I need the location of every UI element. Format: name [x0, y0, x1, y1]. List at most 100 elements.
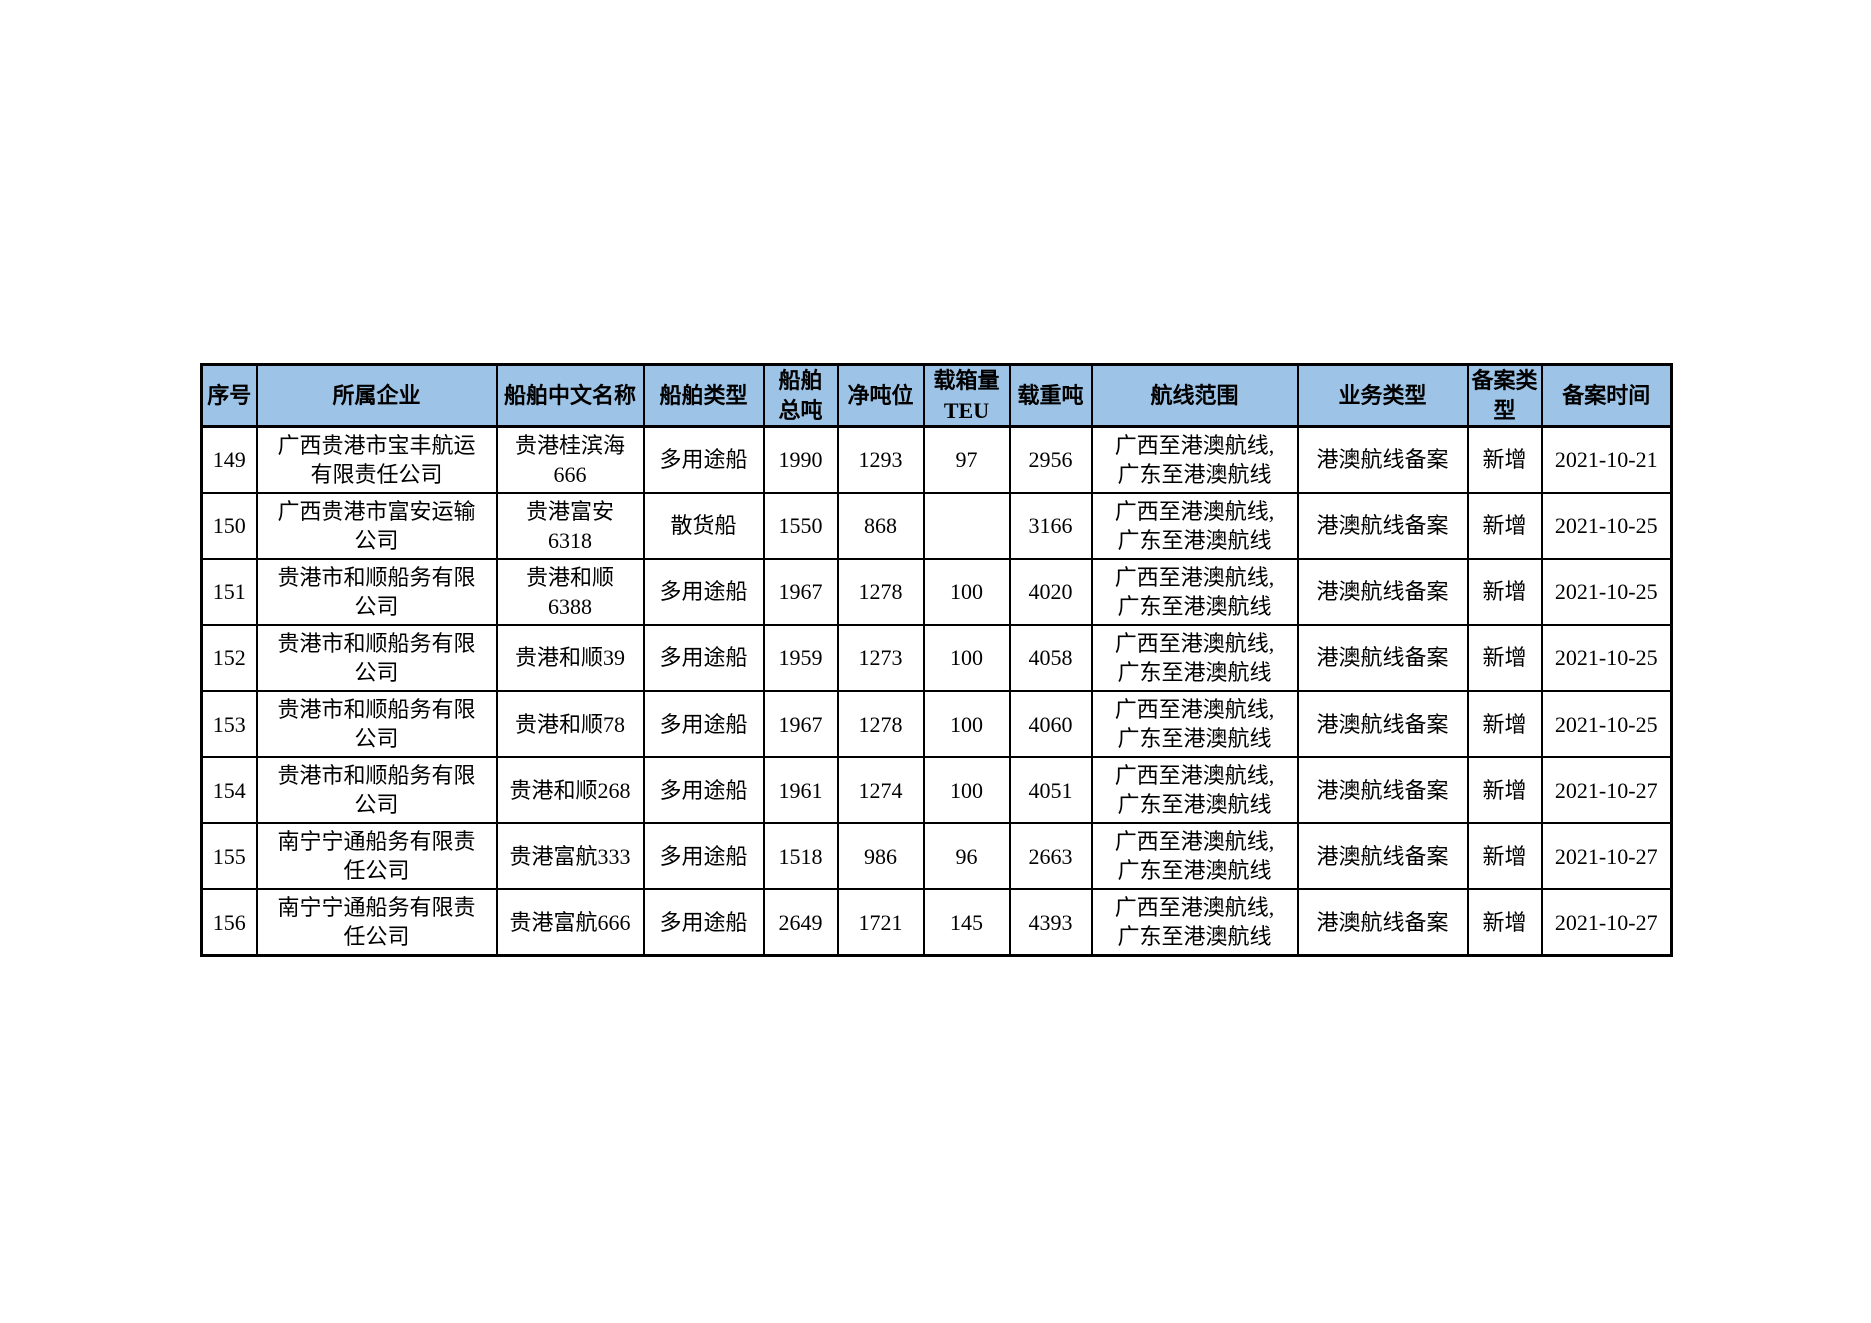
cell-vessel-type: 多用途船: [642, 822, 765, 891]
header-owning-company: 所属企业: [255, 363, 498, 428]
cell-gross-tonnage: 1550: [762, 491, 839, 560]
cell-net-tonnage: 1278: [836, 689, 925, 759]
cell-route-scope: 广西至港澳航线, 广东至港澳航线: [1090, 822, 1299, 891]
cell-route-scope: 广西至港澳航线, 广东至港澳航线: [1090, 756, 1299, 825]
cell-record-date: 2021-10-21: [1540, 425, 1673, 494]
cell-net-tonnage: 1278: [836, 557, 925, 626]
cell-owning-company: 贵港市和顺船务有限 公司: [255, 623, 498, 693]
cell-record-date: 2021-10-25: [1540, 623, 1673, 693]
cell-deadweight-tonnage: 4393: [1008, 888, 1093, 957]
cell-vessel-chinese-name: 贵港和顺 6388: [495, 557, 645, 626]
cell-record-type: 新增: [1466, 756, 1543, 825]
cell-business-type: 港澳航线备案: [1296, 557, 1469, 626]
cell-gross-tonnage: 1967: [762, 689, 839, 759]
cell-business-type: 港澳航线备案: [1296, 623, 1469, 693]
table-row: 156 南宁宁通船务有限责 任公司 贵港富航666 多用途船 2649 1721 145 43…: [200, 888, 1673, 957]
cell-record-date: 2021-10-27: [1540, 822, 1673, 891]
cell-route-scope: 广西至港澳航线, 广东至港澳航线: [1090, 888, 1299, 957]
cell-serial-number: 151: [200, 557, 258, 626]
cell-teu-capacity: 97: [922, 425, 1011, 494]
cell-vessel-chinese-name: 贵港和顺39: [495, 623, 645, 693]
cell-owning-company: 贵港市和顺船务有限 公司: [255, 557, 498, 626]
cell-route-scope: 广西至港澳航线, 广东至港澳航线: [1090, 623, 1299, 693]
cell-record-type: 新增: [1466, 425, 1543, 494]
table-header: 序号 所属企业 船舶中文名称 船舶类型 船舶 总吨 净吨位 载箱量 TEU 载重…: [200, 363, 1673, 428]
cell-record-type: 新增: [1466, 888, 1543, 957]
vessel-record-table: 序号 所属企业 船舶中文名称 船舶类型 船舶 总吨 净吨位 载箱量 TEU 载重…: [200, 363, 1673, 957]
cell-gross-tonnage: 1959: [762, 623, 839, 693]
cell-record-type: 新增: [1466, 557, 1543, 626]
cell-vessel-type: 多用途船: [642, 623, 765, 693]
cell-vessel-type: 多用途船: [642, 689, 765, 759]
cell-route-scope: 广西至港澳航线, 广东至港澳航线: [1090, 557, 1299, 626]
cell-owning-company: 南宁宁通船务有限责 任公司: [255, 822, 498, 891]
header-route-scope: 航线范围: [1090, 363, 1299, 428]
cell-record-date: 2021-10-25: [1540, 557, 1673, 626]
cell-net-tonnage: 1273: [836, 623, 925, 693]
cell-net-tonnage: 868: [836, 491, 925, 560]
table-row: 150 广西贵港市富安运输 公司 贵港富安 6318 散货船 1550 868 3166 广西…: [200, 491, 1673, 560]
cell-serial-number: 156: [200, 888, 258, 957]
cell-net-tonnage: 1293: [836, 425, 925, 494]
cell-record-type: 新增: [1466, 689, 1543, 759]
cell-record-type: 新增: [1466, 623, 1543, 693]
cell-gross-tonnage: 1967: [762, 557, 839, 626]
table-row: 152 贵港市和顺船务有限 公司 贵港和顺39 多用途船 1959 1273 100 4058…: [200, 623, 1673, 693]
cell-owning-company: 南宁宁通船务有限责 任公司: [255, 888, 498, 957]
cell-business-type: 港澳航线备案: [1296, 689, 1469, 759]
cell-serial-number: 155: [200, 822, 258, 891]
cell-route-scope: 广西至港澳航线, 广东至港澳航线: [1090, 491, 1299, 560]
table-row: 151 贵港市和顺船务有限 公司 贵港和顺 6388 多用途船 1967 1278 100 4…: [200, 557, 1673, 626]
cell-serial-number: 153: [200, 689, 258, 759]
cell-deadweight-tonnage: 4060: [1008, 689, 1093, 759]
cell-deadweight-tonnage: 4051: [1008, 756, 1093, 825]
cell-vessel-type: 多用途船: [642, 425, 765, 494]
header-deadweight-tonnage: 载重吨: [1008, 363, 1093, 428]
table-row: 155 南宁宁通船务有限责 任公司 贵港富航333 多用途船 1518 986 96 2663…: [200, 822, 1673, 891]
cell-vessel-chinese-name: 贵港桂滨海 666: [495, 425, 645, 494]
cell-owning-company: 贵港市和顺船务有限 公司: [255, 756, 498, 825]
cell-deadweight-tonnage: 2956: [1008, 425, 1093, 494]
cell-record-type: 新增: [1466, 822, 1543, 891]
cell-deadweight-tonnage: 2663: [1008, 822, 1093, 891]
header-teu-capacity: 载箱量 TEU: [922, 363, 1011, 428]
cell-net-tonnage: 1274: [836, 756, 925, 825]
cell-route-scope: 广西至港澳航线, 广东至港澳航线: [1090, 689, 1299, 759]
table-body: 149 广西贵港市宝丰航运 有限责任公司 贵港桂滨海 666 多用途船 1990 1293…: [200, 425, 1673, 957]
cell-business-type: 港澳航线备案: [1296, 822, 1469, 891]
cell-serial-number: 152: [200, 623, 258, 693]
cell-teu-capacity: 100: [922, 557, 1011, 626]
header-vessel-type: 船舶类型: [642, 363, 765, 428]
cell-deadweight-tonnage: 4020: [1008, 557, 1093, 626]
cell-business-type: 港澳航线备案: [1296, 425, 1469, 494]
cell-gross-tonnage: 1990: [762, 425, 839, 494]
cell-serial-number: 149: [200, 425, 258, 494]
cell-deadweight-tonnage: 3166: [1008, 491, 1093, 560]
table-row: 149 广西贵港市宝丰航运 有限责任公司 贵港桂滨海 666 多用途船 1990 1293…: [200, 425, 1673, 494]
cell-owning-company: 广西贵港市富安运输 公司: [255, 491, 498, 560]
cell-net-tonnage: 986: [836, 822, 925, 891]
header-gross-tonnage: 船舶 总吨: [762, 363, 839, 428]
cell-record-date: 2021-10-27: [1540, 888, 1673, 957]
cell-teu-capacity: 100: [922, 623, 1011, 693]
cell-vessel-type: 多用途船: [642, 888, 765, 957]
cell-owning-company: 广西贵港市宝丰航运 有限责任公司: [255, 425, 498, 494]
cell-vessel-type: 散货船: [642, 491, 765, 560]
table-row: 154 贵港市和顺船务有限 公司 贵港和顺268 多用途船 1961 1274 100 405…: [200, 756, 1673, 825]
cell-serial-number: 150: [200, 491, 258, 560]
cell-record-date: 2021-10-25: [1540, 689, 1673, 759]
cell-vessel-type: 多用途船: [642, 756, 765, 825]
cell-business-type: 港澳航线备案: [1296, 756, 1469, 825]
cell-vessel-type: 多用途船: [642, 557, 765, 626]
header-record-type: 备案类 型: [1466, 363, 1543, 428]
cell-serial-number: 154: [200, 756, 258, 825]
header-record-date: 备案时间: [1540, 363, 1673, 428]
table-row: 153 贵港市和顺船务有限 公司 贵港和顺78 多用途船 1967 1278 100 4060…: [200, 689, 1673, 759]
cell-record-date: 2021-10-25: [1540, 491, 1673, 560]
cell-vessel-chinese-name: 贵港富航333: [495, 822, 645, 891]
cell-record-date: 2021-10-27: [1540, 756, 1673, 825]
cell-business-type: 港澳航线备案: [1296, 491, 1469, 560]
cell-gross-tonnage: 2649: [762, 888, 839, 957]
cell-vessel-chinese-name: 贵港富航666: [495, 888, 645, 957]
cell-gross-tonnage: 1961: [762, 756, 839, 825]
